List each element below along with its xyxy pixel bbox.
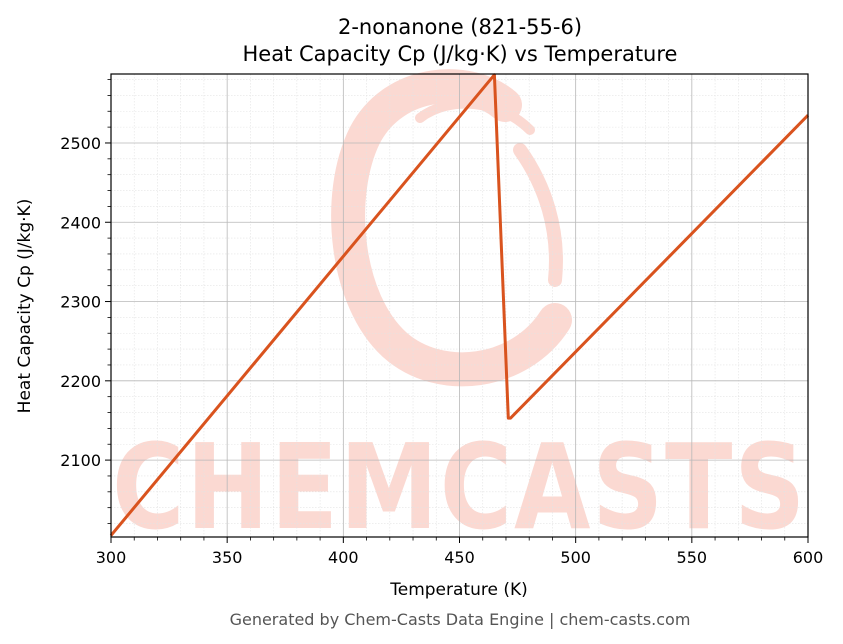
y-tick-label: 2100 xyxy=(60,451,101,470)
x-tick-label: 550 xyxy=(677,548,708,567)
x-axis-label: Temperature (K) xyxy=(389,580,528,600)
x-tick-label: 350 xyxy=(212,548,243,567)
x-tick-label: 500 xyxy=(560,548,591,567)
series-line-1 xyxy=(109,73,810,537)
watermark-logo-icon xyxy=(331,69,572,387)
x-tick-label: 400 xyxy=(328,548,359,567)
y-tick-label: 2200 xyxy=(60,372,101,391)
x-tick-label: 300 xyxy=(96,548,127,567)
y-tick-label: 2300 xyxy=(60,293,101,312)
x-tick-label: 600 xyxy=(793,548,824,567)
chart-title-line1: 2-nonanone (821-55-6) xyxy=(338,15,582,39)
footer-credit: Generated by Chem-Casts Data Engine | ch… xyxy=(230,610,691,629)
x-tick-label: 450 xyxy=(444,548,475,567)
ticks-layer: 300 350 400 450 500 550 600 2100 2200 2300 2400 250… xyxy=(60,79,824,567)
series-layer xyxy=(109,73,810,537)
y-axis-label: Heat Capacity Cp (J/kg·K) xyxy=(15,199,35,414)
chart-title-line2: Heat Capacity Cp (J/kg·K) vs Temperature xyxy=(243,42,678,66)
y-tick-label: 2500 xyxy=(60,134,101,153)
y-tick-label: 2400 xyxy=(60,213,101,232)
